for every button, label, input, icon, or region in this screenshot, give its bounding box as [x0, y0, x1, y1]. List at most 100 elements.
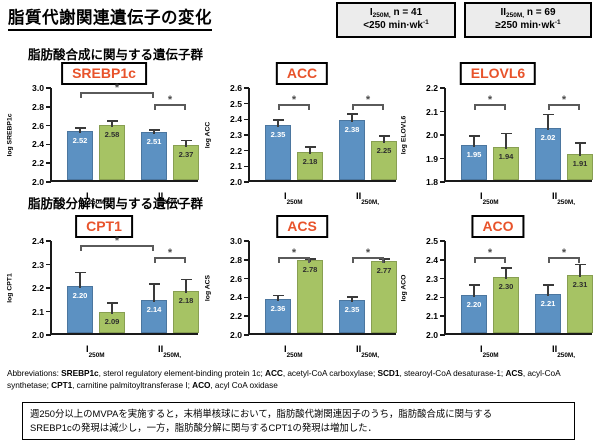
bar-acc-0: 2.35	[265, 125, 291, 180]
error-bar-cap	[106, 302, 118, 304]
bar-cpt1-2: 2.14	[141, 300, 167, 333]
y-axis-label-cpt1: log CPT1	[6, 273, 14, 303]
x-axis-label-group2-acs: II250M,	[356, 343, 379, 359]
error-bar-cap	[74, 127, 86, 130]
y-axis-tick	[46, 162, 51, 164]
x-axis-line	[444, 180, 592, 182]
plot-area-elovl6: log ELOVL6 1.8 1.9 2.0 2.1 2.2 1.95 1.94 2.02 1.9…	[401, 83, 593, 206]
y-axis-tick	[46, 143, 51, 146]
y-axis-tick-label: 2.2	[230, 145, 242, 156]
error-bar-cap	[468, 135, 480, 137]
group-i-name: I	[369, 7, 373, 18]
bar-value-label: 2.18	[302, 156, 318, 166]
y-axis-tick	[244, 102, 249, 105]
conclusion-line-2: SREBP1cの発現は減少し，一方，脂肪酸分解に関与するCPT1の発現は増加した…	[30, 422, 377, 433]
significance-star: *	[167, 247, 173, 259]
error-bar	[579, 263, 581, 277]
x-axis-line	[248, 333, 396, 335]
y-axis-tick-label: 2.4	[230, 114, 242, 125]
bar-value-label: 1.95	[466, 149, 482, 159]
error-bar	[79, 271, 81, 288]
abbrev-def: , sterol regulatory element-binding prot…	[98, 368, 263, 378]
group-ii-name: II	[500, 7, 507, 18]
x-axis-line	[50, 180, 198, 182]
y-axis-label-acc: log ACC	[204, 121, 212, 149]
x-axis-label-group2-acc: II250M,	[356, 190, 379, 206]
bar-value-label: 2.02	[540, 133, 556, 143]
y-axis-tick-label: 2.1	[32, 306, 44, 317]
bar-srebp1c-0: 2.52	[67, 131, 93, 180]
bar-value-label: 2.31	[572, 279, 588, 289]
y-axis-tick-label: 2.8	[32, 101, 44, 112]
y-axis-tick	[440, 296, 445, 299]
group-i-n: n = 41	[390, 7, 423, 18]
bar-value-label: 2.78	[302, 264, 318, 274]
error-bar	[277, 119, 279, 128]
x-axis-label-group1-cpt1: I250M	[86, 343, 105, 359]
x-axis-label-group1-elovl6: I250M	[480, 190, 499, 206]
significance-star: *	[291, 247, 297, 259]
error-bar	[547, 284, 549, 296]
bar-value-label: 2.36	[270, 304, 286, 314]
y-axis-tick-label: 2.4	[32, 139, 44, 150]
bar-value-label: 2.51	[146, 137, 162, 147]
gene-title-cpt1: CPT1	[75, 215, 133, 238]
group-i-exp: -1	[422, 19, 429, 26]
error-bar-cap	[378, 257, 390, 260]
plot-area-acc: log ACC 2.0 2.1 2.2 2.3 2.4 2.5 2.6 2.35 2.18 2.38…	[205, 83, 397, 206]
y-axis-tick	[244, 296, 249, 299]
error-bar	[309, 257, 311, 262]
y-axis-tick	[244, 165, 249, 168]
error-bar-cap	[500, 267, 512, 269]
bar-cpt1-1: 2.09	[99, 311, 125, 333]
y-axis-tick	[440, 157, 445, 160]
bar-elovl6-0: 1.95	[461, 144, 487, 180]
y-axis-tick-label: 2.3	[32, 259, 44, 270]
bar-aco-2: 2.21	[535, 293, 561, 333]
x-axis-line	[444, 333, 592, 335]
abbrev-term: SREBP1c	[61, 368, 99, 378]
x-axis-label-group1-acc: I250M	[284, 190, 303, 206]
y-axis-tick	[244, 149, 249, 152]
group-ii-sub: 250M,	[506, 12, 525, 19]
error-bar-cap	[346, 296, 358, 299]
error-bar-cap	[468, 284, 480, 286]
abbrev-def: , carnitine palmitoyltransferase I;	[72, 379, 190, 390]
error-bar-cap	[304, 257, 316, 260]
bar-elovl6-3: 1.91	[567, 154, 593, 180]
chart-panel-elovl6: ELOVL6 log ELOVL6 1.8 1.9 2.0 2.1 2.2 1.95 1.94 2…	[400, 62, 596, 206]
bar-value-label: 2.58	[104, 130, 120, 140]
y-axis-label-srebp1c: log SREBP1c	[6, 113, 14, 157]
y-axis-tick-label: 3.0	[32, 83, 44, 93]
group-i-threshold: <250 min	[363, 20, 407, 31]
error-bar-cap	[180, 139, 192, 142]
bar-aco-1: 2.30	[493, 276, 519, 333]
error-bar	[383, 257, 385, 263]
error-bar-cap	[378, 135, 390, 137]
abbrev-term: CPT1	[51, 379, 73, 390]
error-bar	[111, 119, 113, 128]
error-bar	[153, 283, 155, 303]
significance-star: *	[114, 82, 120, 94]
y-axis-tick	[440, 240, 445, 242]
significance-star: *	[167, 94, 173, 106]
error-bar-cap	[542, 284, 554, 286]
bar-value-label: 2.35	[344, 305, 360, 315]
y-axis-label-acs: log ACS	[204, 274, 212, 302]
error-bar	[153, 129, 155, 135]
abbrev-def: , acyl CoA oxidase	[210, 379, 278, 390]
bar-elovl6-2: 2.02	[535, 128, 561, 180]
bar-acs-3: 2.77	[371, 260, 397, 333]
abbrev-def: , stearoyl-CoA desaturase-1;	[399, 368, 504, 378]
y-axis-tick-label: 2.2	[426, 292, 438, 303]
group-i-sub: 250M,	[372, 12, 391, 19]
error-bar	[473, 135, 475, 147]
y-axis-tick-label: 2.3	[230, 130, 242, 140]
y-axis-tick-label: 2.1	[426, 311, 438, 322]
x-axis-label-group1-acs: I250M	[284, 343, 303, 359]
significance-star: *	[114, 235, 120, 247]
significance-star: *	[561, 94, 567, 106]
y-axis-line	[50, 88, 52, 182]
y-axis-tick	[46, 287, 51, 289]
